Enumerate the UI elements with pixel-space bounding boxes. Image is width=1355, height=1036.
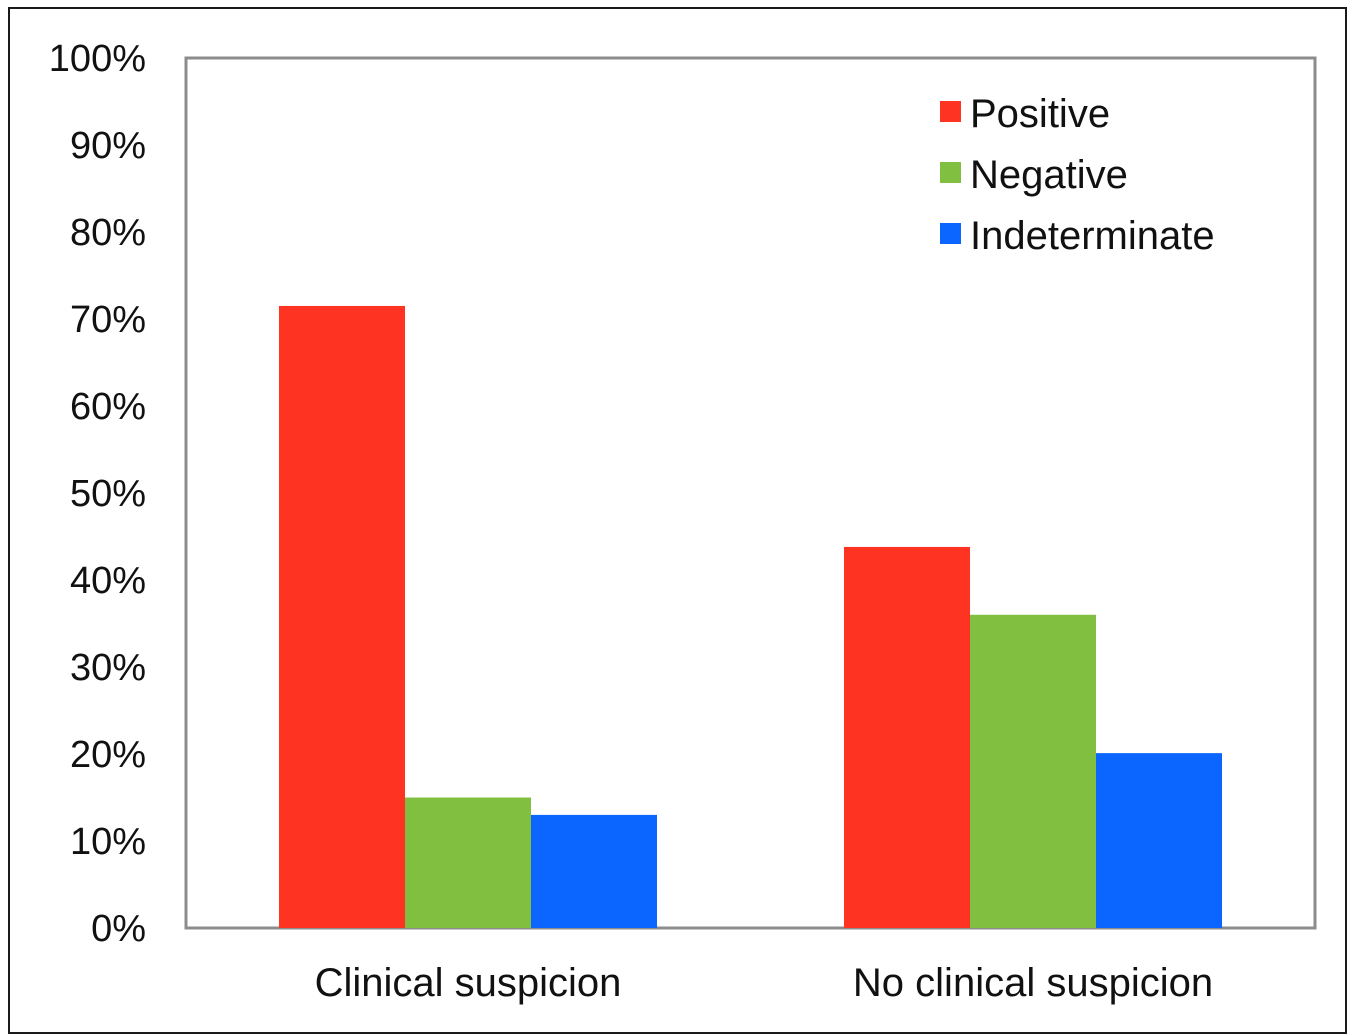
y-tick-label: 0%	[91, 908, 146, 950]
y-tick-label: 70%	[70, 299, 146, 341]
legend-swatch-positive	[940, 101, 961, 122]
x-category-label: No clinical suspicion	[853, 961, 1213, 1005]
y-axis-tick-labels: 0% 10% 20% 30% 40% 50% 60% 70% 80% 90% 100%	[49, 38, 146, 950]
bar-positive-2	[844, 546, 970, 928]
x-category-label: Clinical suspicion	[315, 961, 622, 1005]
bar-positive-1	[279, 305, 405, 928]
bars	[279, 305, 1222, 928]
y-tick-label: 40%	[70, 560, 146, 602]
bar-indeterminate-1	[531, 814, 657, 928]
y-tick-label: 20%	[70, 734, 146, 776]
x-axis-category-labels: Clinical suspicion No clinical suspicion	[315, 961, 1213, 1005]
legend-swatch-indeterminate	[940, 223, 961, 244]
y-tick-label: 50%	[70, 473, 146, 515]
legend-label-negative: Negative	[970, 153, 1128, 197]
y-tick-label: 90%	[70, 125, 146, 167]
y-tick-label: 100%	[49, 38, 146, 80]
y-tick-label: 80%	[70, 212, 146, 254]
y-tick-label: 60%	[70, 386, 146, 428]
y-tick-label: 30%	[70, 647, 146, 689]
bar-indeterminate-2	[1096, 753, 1222, 928]
legend: Positive Negative Indeterminate	[940, 92, 1215, 258]
legend-label-positive: Positive	[970, 92, 1110, 136]
bar-negative-1	[405, 797, 531, 928]
legend-label-indeterminate: Indeterminate	[970, 214, 1215, 258]
bar-negative-2	[970, 614, 1096, 928]
y-tick-label: 10%	[70, 821, 146, 863]
legend-swatch-negative	[940, 162, 961, 183]
